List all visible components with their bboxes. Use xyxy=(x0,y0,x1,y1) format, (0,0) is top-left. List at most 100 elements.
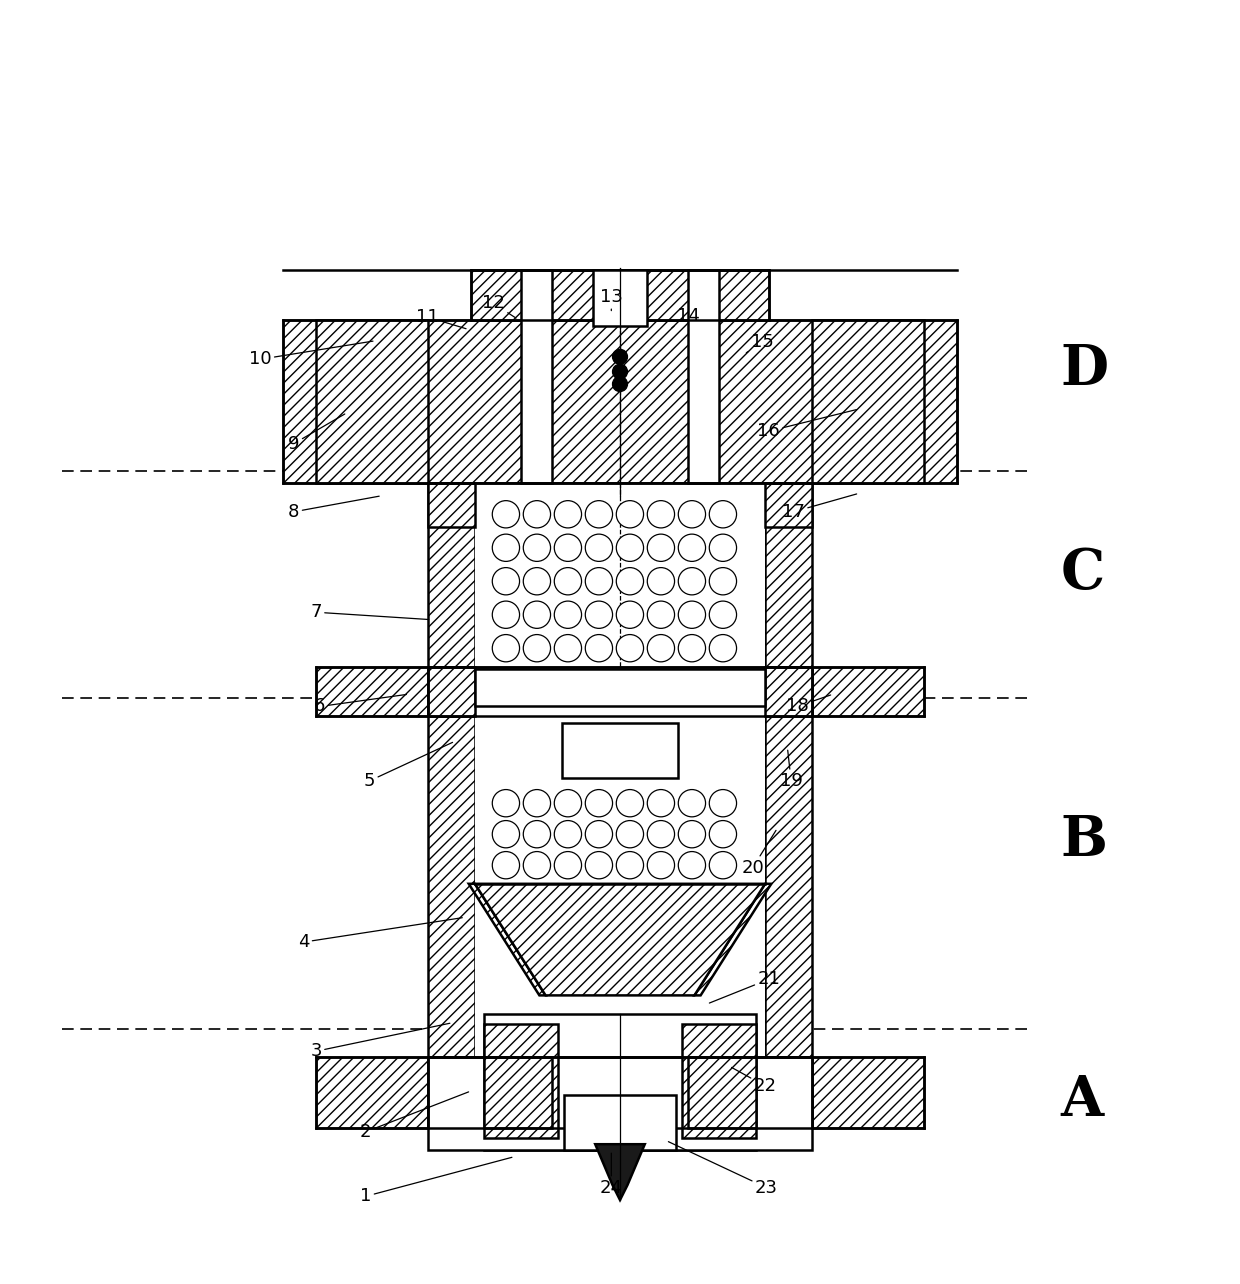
Circle shape xyxy=(613,349,627,365)
Circle shape xyxy=(554,601,582,628)
Polygon shape xyxy=(475,883,765,995)
Circle shape xyxy=(492,568,520,594)
Circle shape xyxy=(554,534,582,561)
Text: 18: 18 xyxy=(786,695,831,715)
Circle shape xyxy=(492,851,520,878)
Circle shape xyxy=(613,365,627,379)
Bar xyxy=(521,270,552,483)
Bar xyxy=(316,1058,428,1129)
Bar xyxy=(428,666,475,716)
Text: 15: 15 xyxy=(746,333,774,353)
Circle shape xyxy=(709,501,737,528)
Circle shape xyxy=(709,790,737,817)
Text: 11: 11 xyxy=(417,308,466,329)
Circle shape xyxy=(523,820,551,847)
Circle shape xyxy=(554,820,582,847)
Text: 2: 2 xyxy=(360,1091,469,1140)
Bar xyxy=(475,669,765,706)
Circle shape xyxy=(523,634,551,661)
Circle shape xyxy=(492,820,520,847)
Circle shape xyxy=(616,820,644,847)
Circle shape xyxy=(709,534,737,561)
Circle shape xyxy=(492,534,520,561)
Text: 22: 22 xyxy=(732,1067,776,1095)
Circle shape xyxy=(709,820,737,847)
Text: A: A xyxy=(1060,1073,1104,1129)
Circle shape xyxy=(585,601,613,628)
Circle shape xyxy=(678,568,706,594)
Circle shape xyxy=(492,601,520,628)
Text: 1: 1 xyxy=(360,1157,512,1206)
Circle shape xyxy=(616,534,644,561)
Bar xyxy=(688,1058,756,1129)
Bar xyxy=(283,320,957,483)
Text: 4: 4 xyxy=(298,918,463,951)
Circle shape xyxy=(554,851,582,878)
Circle shape xyxy=(554,501,582,528)
Polygon shape xyxy=(694,883,771,995)
Text: 17: 17 xyxy=(782,494,857,521)
Bar xyxy=(765,666,812,716)
Circle shape xyxy=(678,501,706,528)
Text: 23: 23 xyxy=(668,1141,777,1197)
Text: 10: 10 xyxy=(249,342,373,369)
Circle shape xyxy=(616,790,644,817)
Circle shape xyxy=(709,568,737,594)
Text: 24: 24 xyxy=(600,1153,622,1197)
Circle shape xyxy=(647,601,675,628)
Circle shape xyxy=(585,634,613,661)
Bar xyxy=(475,716,765,1058)
Circle shape xyxy=(554,790,582,817)
Text: 21: 21 xyxy=(709,971,780,1003)
Text: 6: 6 xyxy=(314,695,407,715)
Circle shape xyxy=(554,634,582,661)
Polygon shape xyxy=(595,1144,645,1201)
Bar xyxy=(765,716,812,1058)
Circle shape xyxy=(678,851,706,878)
Circle shape xyxy=(585,568,613,594)
Circle shape xyxy=(709,601,737,628)
Bar xyxy=(484,1023,558,1138)
Bar xyxy=(564,1094,676,1150)
Circle shape xyxy=(554,568,582,594)
Bar xyxy=(316,666,428,716)
Circle shape xyxy=(492,790,520,817)
Polygon shape xyxy=(469,883,546,995)
Circle shape xyxy=(647,851,675,878)
Circle shape xyxy=(616,851,644,878)
Bar xyxy=(484,1014,756,1150)
Circle shape xyxy=(585,820,613,847)
Circle shape xyxy=(678,634,706,661)
Circle shape xyxy=(613,376,627,392)
Circle shape xyxy=(616,568,644,594)
Circle shape xyxy=(678,790,706,817)
Circle shape xyxy=(585,790,613,817)
Circle shape xyxy=(678,820,706,847)
Bar xyxy=(812,320,924,483)
Text: 19: 19 xyxy=(780,750,802,790)
Bar xyxy=(428,716,475,1058)
Bar xyxy=(812,1058,924,1129)
Text: B: B xyxy=(1060,813,1107,868)
Text: 5: 5 xyxy=(363,742,453,790)
Circle shape xyxy=(616,634,644,661)
Text: D: D xyxy=(1060,342,1109,397)
Circle shape xyxy=(523,534,551,561)
Text: 9: 9 xyxy=(288,413,345,452)
Circle shape xyxy=(647,634,675,661)
Bar xyxy=(316,320,428,483)
Bar xyxy=(428,483,475,666)
Bar xyxy=(562,723,678,778)
Bar xyxy=(812,666,924,716)
Circle shape xyxy=(585,534,613,561)
Bar xyxy=(682,1023,756,1138)
Text: 16: 16 xyxy=(758,410,857,440)
Circle shape xyxy=(523,568,551,594)
Circle shape xyxy=(647,790,675,817)
Text: 8: 8 xyxy=(288,496,379,521)
Circle shape xyxy=(523,790,551,817)
Circle shape xyxy=(585,501,613,528)
Circle shape xyxy=(678,534,706,561)
Circle shape xyxy=(678,601,706,628)
Circle shape xyxy=(647,820,675,847)
